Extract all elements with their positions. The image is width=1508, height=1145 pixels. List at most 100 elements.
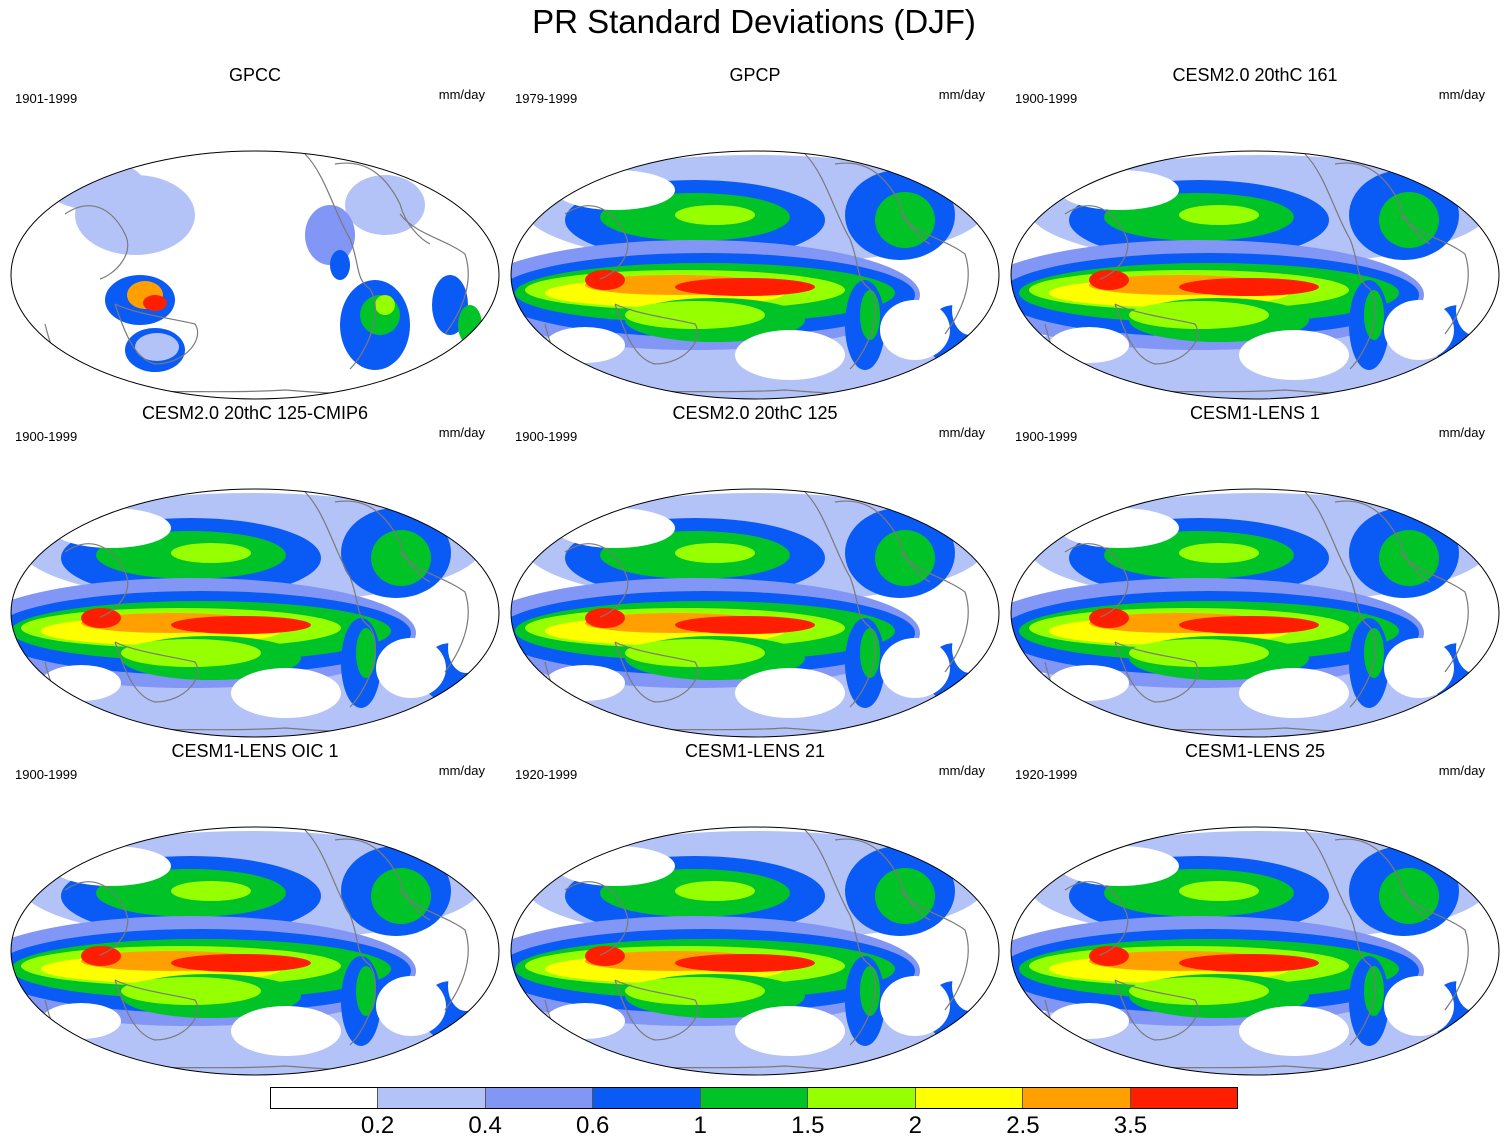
coastline [834,500,931,583]
field-contour [735,330,845,380]
field-contour [51,846,171,886]
field-contour [545,327,625,363]
coastline [1304,153,1376,370]
field-contour [81,946,121,966]
panel-years: 1900-1999 [15,767,78,782]
field-contour [860,628,880,678]
coastline [834,162,931,245]
panel-years: 1900-1999 [1015,429,1078,444]
field-contour [375,295,395,315]
field-contour [1179,881,1259,901]
field-contour [371,868,431,924]
field-contour [675,543,755,563]
colorbar-tick-label: 0.4 [468,1112,502,1139]
colorbar-segment [699,1088,808,1108]
panel-years: 1900-1999 [1015,91,1078,106]
field-contour [143,295,167,311]
coastline [834,838,931,921]
panel-years: 1900-1999 [515,429,578,444]
coastline [1114,303,1199,365]
map-plot [1010,826,1500,1076]
field-contour [231,1006,341,1056]
coastline [1334,500,1431,583]
field-contour [585,946,625,966]
map-panel: CESM1-LENS 25 1920-1999 mm/day [1005,740,1505,1078]
field-contour [1384,300,1454,360]
panel-title: CESM2.0 20thC 125 [672,403,838,423]
field-contour [952,961,988,1011]
field-contour [675,205,755,225]
map-border [10,150,500,400]
field-contour [1129,301,1269,329]
map-plot [10,488,500,738]
panel-units: mm/day [438,425,485,440]
coastline [114,641,199,703]
panel-years: 1920-1999 [1015,767,1078,782]
coastline [1399,889,1469,1011]
map-panel: CESM1-LENS OIC 1 1900-1999 mm/day [5,740,505,1078]
field-contour [1364,628,1384,678]
colorbar-tick-label: 0.2 [360,1112,395,1139]
panel-years: 1979-1999 [515,91,578,106]
field-contour [1179,616,1319,634]
coastline [399,551,469,673]
map-plot [510,488,1000,738]
panel-years: 1901-1999 [15,91,78,106]
panel-units: mm/day [1438,763,1485,778]
map-panel: CESM2.0 20thC 125 1900-1999 mm/day [505,402,1005,740]
coastline [564,205,629,280]
field-contour [376,638,446,698]
coastline [64,543,129,618]
panel-units: mm/day [938,425,985,440]
field-contour [1379,868,1439,924]
colorbar-segment [377,1088,485,1108]
field-contour [545,665,625,701]
field-contour [1456,961,1492,1011]
field-contour [1384,638,1454,698]
field-contour [1179,954,1319,972]
coastline [1064,543,1129,618]
map-border [510,150,1000,400]
coastline [334,838,431,921]
map-panel: CESM1-LENS 1 1900-1999 mm/day [1005,402,1505,740]
field-contour [448,623,484,673]
field-contour [952,285,988,335]
field-contour [1379,530,1439,586]
field-contour [356,628,376,678]
field-contour [121,977,261,1005]
panel-units: mm/day [438,87,485,102]
colorbar-tick-label: 0.6 [575,1112,610,1139]
field-contour [305,205,355,265]
field-contour [171,543,251,563]
field-contour [1239,330,1349,380]
map-panel: CESM2.0 20thC 161 1900-1999 mm/day [1005,64,1505,402]
coastline [304,491,376,708]
field-contour [1379,192,1439,248]
field-contour [1179,543,1259,563]
colorbar-tick-label: 1 [693,1112,707,1139]
coastline [564,881,629,956]
panel-units: mm/day [1438,87,1485,102]
map-plot [10,150,500,400]
colorbar-segment [1022,1088,1130,1108]
panel-years: 1900-1999 [15,429,78,444]
field-contour [171,881,251,901]
field-contour [1239,668,1349,718]
coastline [334,162,431,245]
map-plot [1010,488,1500,738]
field-contour [675,954,815,972]
map-panel: GPCP 1979-1999 mm/day [505,64,1005,402]
field-contour [545,1003,625,1039]
field-contour [376,976,446,1036]
panel-title: CESM1-LENS 1 [1189,403,1321,423]
panel-title: CESM2.0 20thC 125-CMIP6 [141,403,369,423]
field-contour [330,250,350,280]
map-border [10,488,500,738]
coastline [899,551,969,673]
colorbar-segment [484,1088,593,1108]
coastline [1304,829,1376,1046]
field-contour [585,270,625,290]
field-contour [625,977,765,1005]
colorbar-segment [914,1088,1023,1108]
coastline [564,543,629,618]
